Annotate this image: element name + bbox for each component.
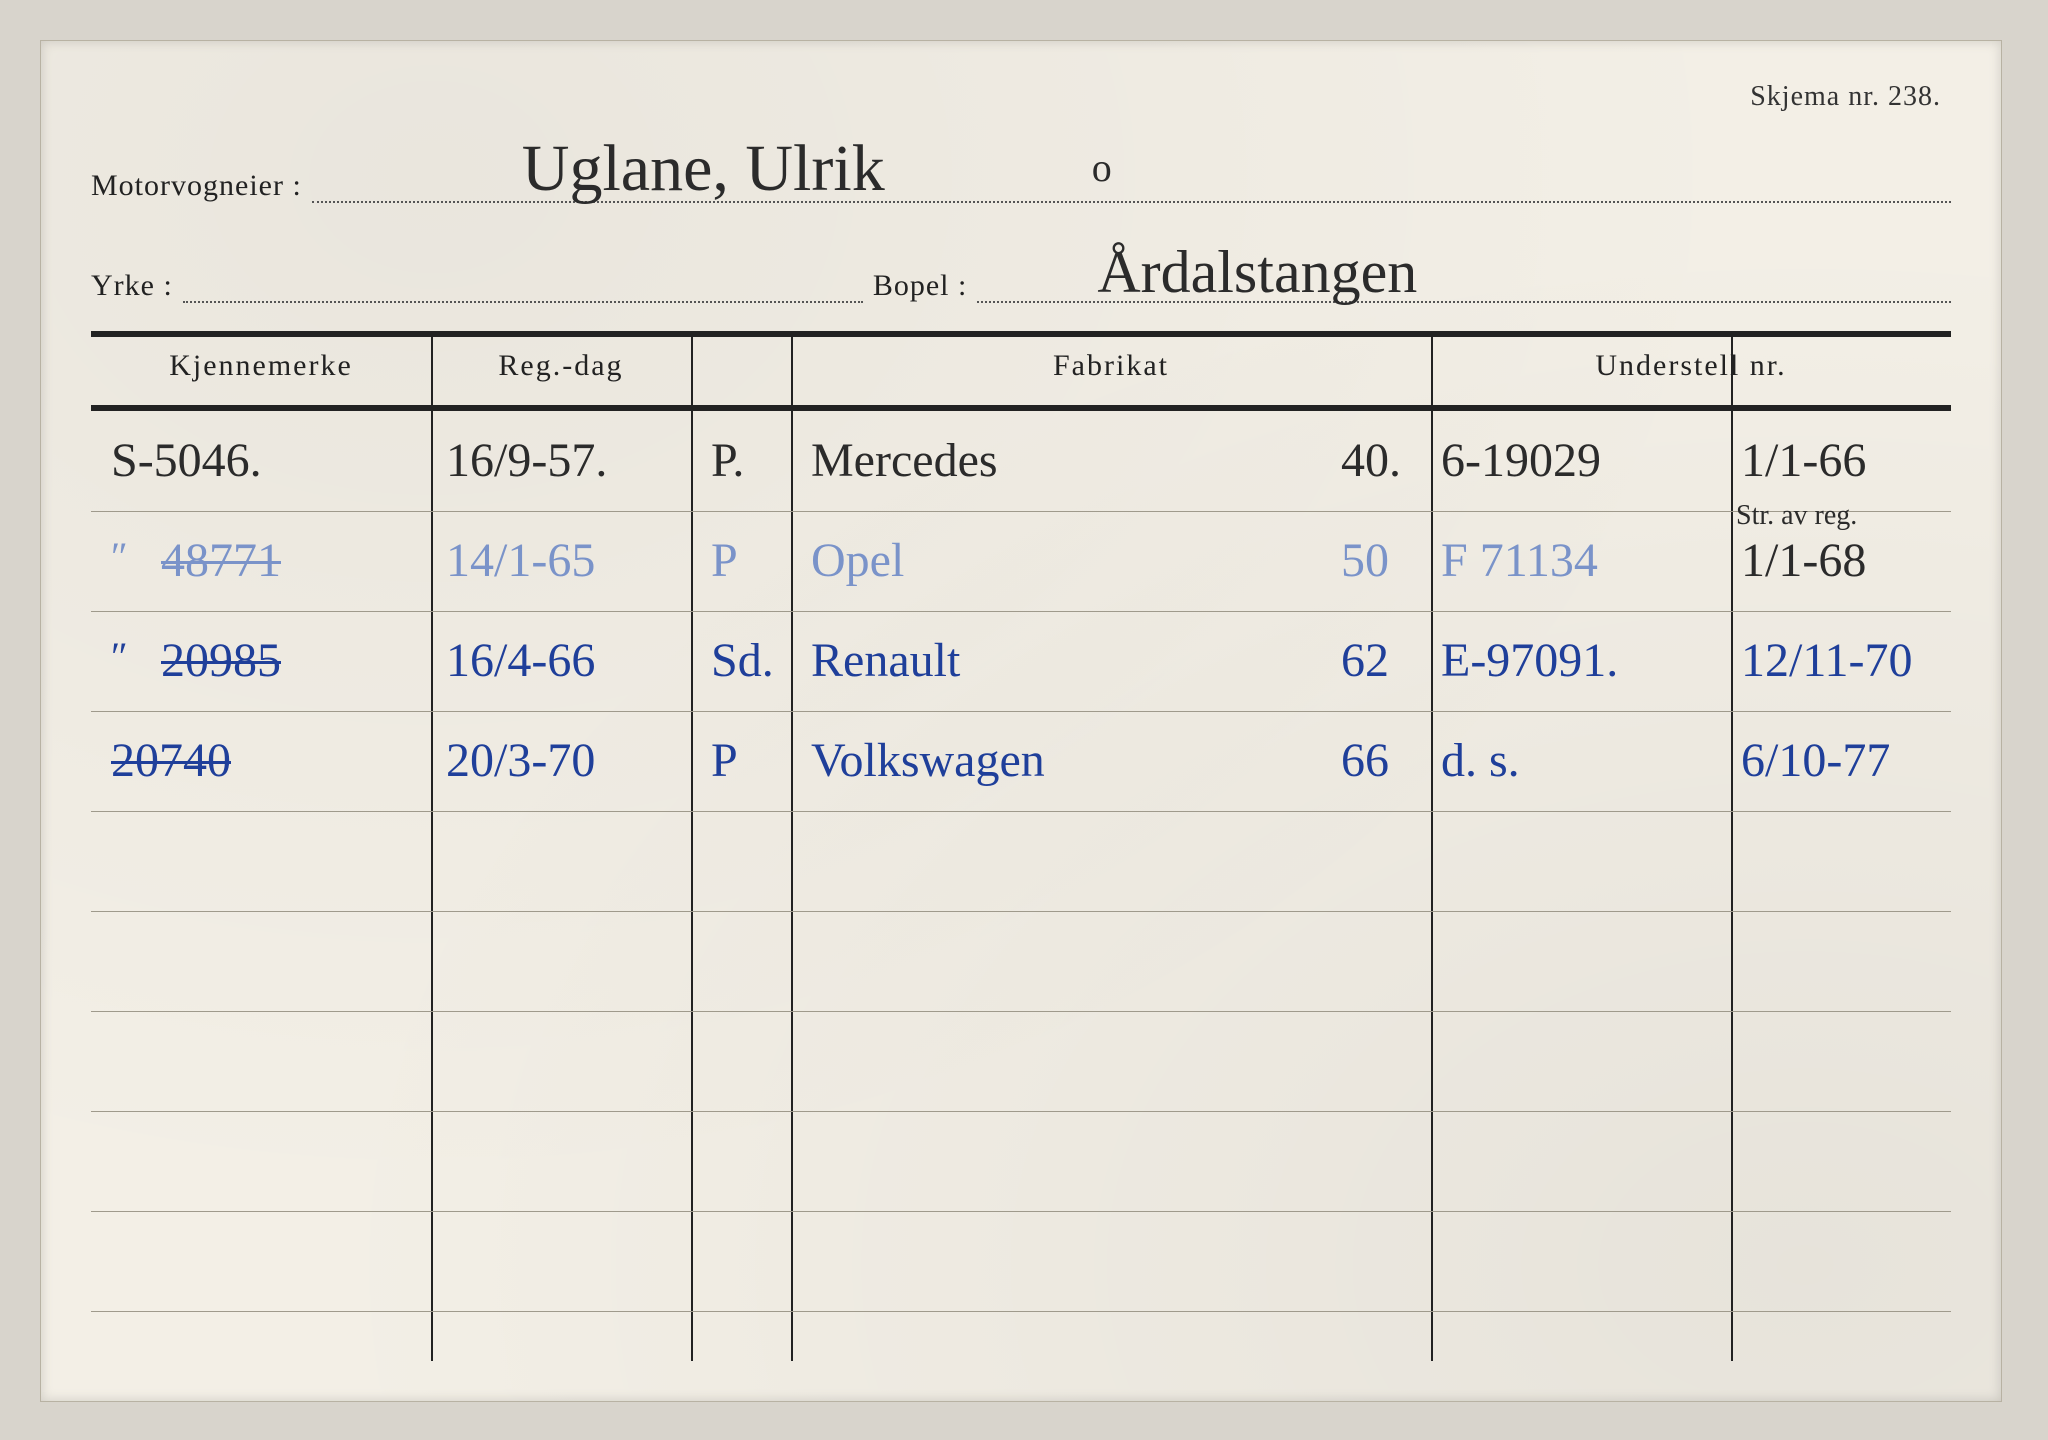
- cell-fabrikat: Volkswagen: [811, 733, 1045, 788]
- vline-1: [431, 337, 433, 1361]
- cell-regdag: 14/1-65: [446, 533, 595, 588]
- vline-4: [1431, 337, 1433, 1361]
- cell-fabrikat: Renault: [811, 633, 960, 688]
- cell-understell: 6-19029: [1441, 433, 1601, 488]
- row-rule: [91, 1311, 1951, 1312]
- cell-right: 1/1-68: [1741, 533, 1866, 588]
- vline-3: [791, 337, 793, 1361]
- table-header-rule: [91, 405, 1951, 411]
- cell-regdag: 20/3-70: [446, 733, 595, 788]
- cell-type: P.: [711, 433, 744, 488]
- registration-table: Kjennemerke Reg.-dag Fabrikat Understell…: [91, 331, 1951, 1361]
- residence-value: Årdalstangen: [1097, 238, 1417, 307]
- cell-type: P: [711, 733, 738, 788]
- cell-understell: E-97091.: [1441, 633, 1618, 688]
- residence-label: Bopel :: [873, 269, 968, 303]
- row-rule: [91, 711, 1951, 712]
- row-rule: [91, 511, 1951, 512]
- row-rule: [91, 1111, 1951, 1112]
- table-top-rule: [91, 331, 1951, 337]
- owner-extra: o: [1092, 144, 1112, 191]
- row-rule: [91, 811, 1951, 812]
- row-rule: [91, 1011, 1951, 1012]
- cell-kjennemerke: S-5046.: [111, 433, 262, 488]
- cell-fabrikat: Mercedes: [811, 433, 998, 488]
- cell-understell: d. s.: [1441, 733, 1520, 788]
- owner-row: Motorvogneier : Uglane, Ulrik o: [91, 151, 1951, 203]
- vline-5: [1731, 337, 1733, 1361]
- ditto-mark: ″: [111, 633, 128, 680]
- cell-right: 12/11-70: [1741, 633, 1913, 688]
- job-field: [183, 251, 863, 303]
- owner-label: Motorvogneier :: [91, 169, 302, 203]
- th-regdag: Reg.-dag: [431, 349, 691, 383]
- row-rule: [91, 611, 1951, 612]
- cell-type: Sd.: [711, 633, 774, 688]
- form-number: Skjema nr. 238.: [1750, 81, 1941, 113]
- cell-fab-num: 66: [1341, 733, 1389, 788]
- cell-type: P: [711, 533, 738, 588]
- cell-kjennemerke: 20740: [111, 733, 231, 788]
- row-rule: [91, 1211, 1951, 1212]
- cell-fab-num: 62: [1341, 633, 1389, 688]
- job-label: Yrke :: [91, 269, 173, 303]
- cell-understell: F 71134: [1441, 533, 1598, 588]
- residence-field: Årdalstangen: [977, 251, 1951, 303]
- index-card: Skjema nr. 238. Motorvogneier : Uglane, …: [40, 40, 2002, 1402]
- cell-fab-num: 40.: [1341, 433, 1401, 488]
- owner-value: Uglane, Ulrik: [522, 131, 885, 207]
- vline-2: [691, 337, 693, 1361]
- owner-field: Uglane, Ulrik o: [312, 151, 1951, 203]
- cell-right: 1/1-66: [1741, 433, 1866, 488]
- cell-note: Str. av reg.: [1736, 501, 1857, 532]
- cell-regdag: 16/4-66: [446, 633, 595, 688]
- job-residence-row: Yrke : Bopel : Årdalstangen: [91, 251, 1951, 303]
- th-understell: Understell nr.: [1431, 349, 1951, 383]
- cell-kjennemerke: 48771: [161, 533, 281, 588]
- ditto-mark: ″: [111, 533, 128, 580]
- cell-fab-num: 50: [1341, 533, 1389, 588]
- th-kjennemerke: Kjennemerke: [91, 349, 431, 383]
- th-fabrikat: Fabrikat: [791, 349, 1431, 383]
- row-rule: [91, 911, 1951, 912]
- cell-fabrikat: Opel: [811, 533, 904, 588]
- cell-right: 6/10-77: [1741, 733, 1890, 788]
- cell-regdag: 16/9-57.: [446, 433, 607, 488]
- cell-kjennemerke: 20985: [161, 633, 281, 688]
